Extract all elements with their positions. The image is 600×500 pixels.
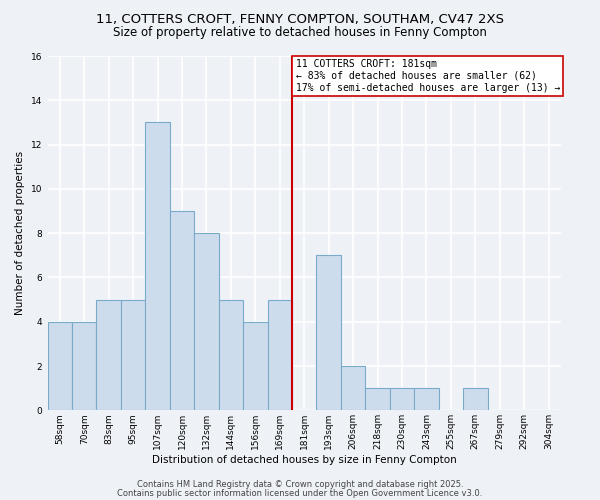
- Bar: [463, 388, 488, 410]
- Bar: [316, 256, 341, 410]
- Bar: [218, 300, 243, 410]
- Bar: [243, 322, 268, 410]
- Bar: [414, 388, 439, 410]
- Text: Contains public sector information licensed under the Open Government Licence v3: Contains public sector information licen…: [118, 488, 482, 498]
- Bar: [365, 388, 390, 410]
- Bar: [341, 366, 365, 410]
- X-axis label: Distribution of detached houses by size in Fenny Compton: Distribution of detached houses by size …: [152, 455, 457, 465]
- Bar: [170, 211, 194, 410]
- Bar: [72, 322, 97, 410]
- Text: 11 COTTERS CROFT: 181sqm
← 83% of detached houses are smaller (62)
17% of semi-d: 11 COTTERS CROFT: 181sqm ← 83% of detach…: [296, 60, 560, 92]
- Bar: [97, 300, 121, 410]
- Text: Size of property relative to detached houses in Fenny Compton: Size of property relative to detached ho…: [113, 26, 487, 39]
- Bar: [145, 122, 170, 410]
- Y-axis label: Number of detached properties: Number of detached properties: [15, 151, 25, 315]
- Bar: [268, 300, 292, 410]
- Bar: [194, 233, 218, 410]
- Text: Contains HM Land Registry data © Crown copyright and database right 2025.: Contains HM Land Registry data © Crown c…: [137, 480, 463, 489]
- Bar: [47, 322, 72, 410]
- Bar: [390, 388, 414, 410]
- Bar: [121, 300, 145, 410]
- Text: 11, COTTERS CROFT, FENNY COMPTON, SOUTHAM, CV47 2XS: 11, COTTERS CROFT, FENNY COMPTON, SOUTHA…: [96, 12, 504, 26]
